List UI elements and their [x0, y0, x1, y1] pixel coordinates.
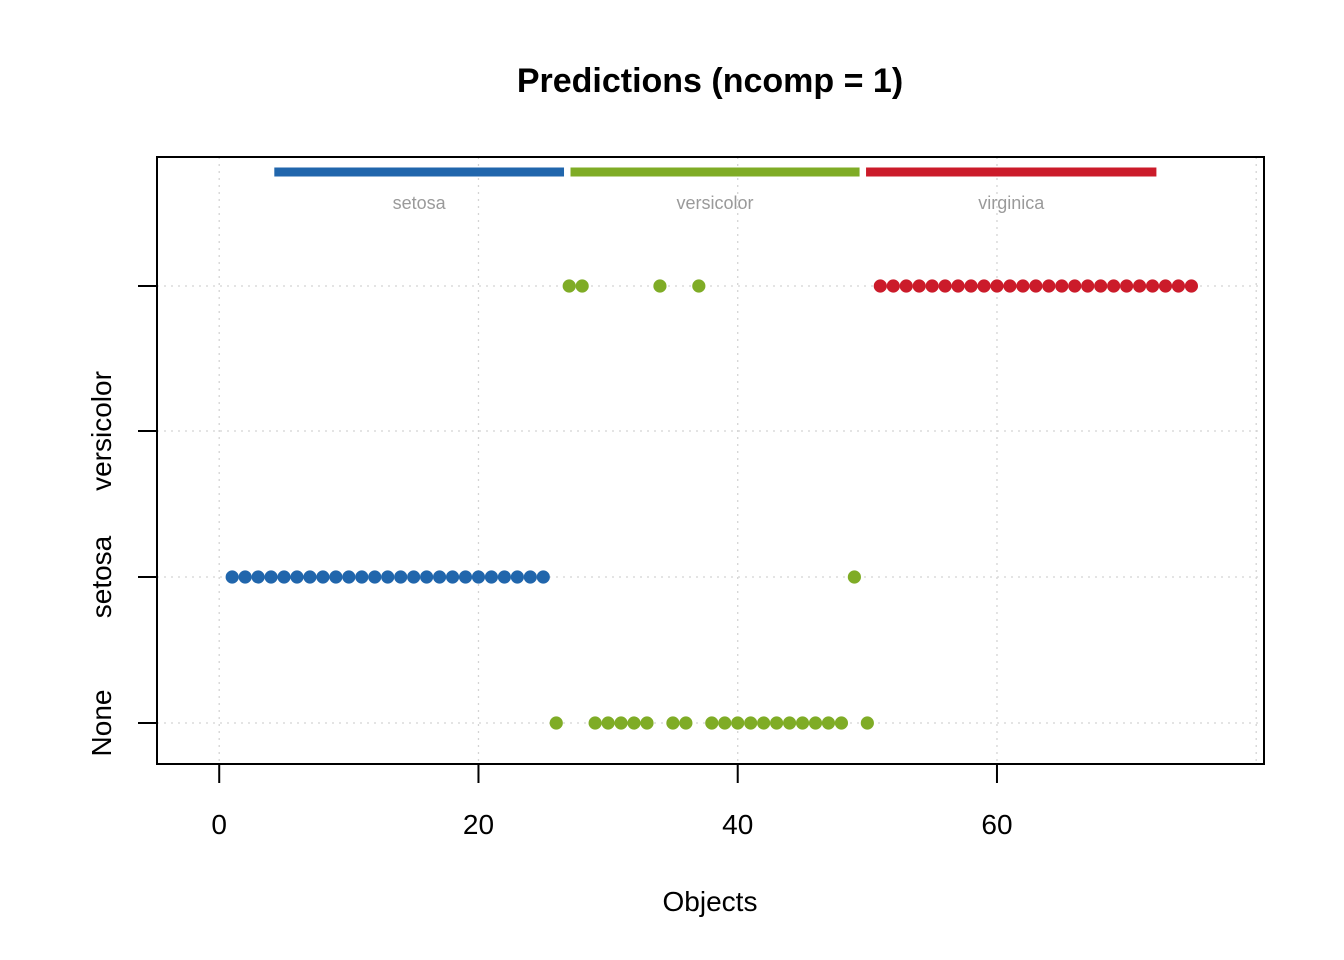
point-virginica	[938, 279, 952, 293]
point-versicolor	[575, 279, 589, 293]
point-virginica	[1042, 279, 1056, 293]
point-virginica	[1171, 279, 1186, 293]
point-setosa	[432, 570, 447, 584]
y-axis: None setosa versicolor	[86, 285, 158, 757]
point-setosa	[536, 570, 550, 584]
point-versicolor	[821, 716, 836, 730]
group-bars: setosa versicolor virginica	[274, 167, 1157, 213]
point-virginica	[912, 279, 926, 293]
point-virginica	[951, 279, 965, 293]
point-versicolor	[782, 716, 797, 730]
point-versicolor	[562, 279, 576, 293]
point-virginica	[990, 279, 1004, 293]
point-virginica	[1029, 279, 1043, 293]
point-virginica	[1055, 279, 1069, 293]
point-virginica	[1107, 279, 1121, 293]
group-label-setosa: setosa	[393, 193, 447, 213]
point-versicolor	[627, 716, 641, 730]
x-axis-label: Objects	[663, 886, 758, 917]
point-virginica	[873, 279, 887, 293]
point-setosa	[458, 570, 473, 584]
point-versicolor	[770, 716, 784, 730]
point-setosa	[394, 570, 408, 584]
point-setosa	[484, 570, 499, 584]
point-versicolor	[588, 716, 602, 730]
point-setosa	[264, 570, 278, 584]
grid-lines	[157, 157, 1264, 764]
point-virginica	[1003, 279, 1017, 293]
point-setosa	[316, 570, 330, 584]
point-versicolor	[692, 279, 706, 293]
point-setosa	[238, 570, 252, 584]
point-virginica	[1158, 279, 1173, 293]
point-versicolor	[614, 716, 628, 730]
point-versicolor	[808, 716, 823, 730]
plot-frame	[156, 156, 1265, 765]
point-virginica	[1119, 279, 1134, 293]
point-virginica	[1094, 279, 1108, 293]
point-setosa	[510, 570, 524, 584]
point-virginica	[1132, 279, 1147, 293]
point-versicolor	[860, 716, 874, 730]
point-virginica	[977, 279, 991, 293]
point-virginica	[1068, 279, 1082, 293]
point-versicolor	[795, 716, 810, 730]
point-virginica	[1145, 279, 1160, 293]
point-setosa	[329, 570, 343, 584]
x-tick-label: 40	[722, 809, 753, 840]
x-tick-label: 60	[981, 809, 1012, 840]
data-points	[225, 279, 1199, 730]
point-versicolor	[757, 716, 771, 730]
point-virginica	[1184, 279, 1199, 293]
y-tick-label: versicolor	[86, 371, 117, 491]
point-virginica	[925, 279, 939, 293]
point-setosa	[251, 570, 265, 584]
point-setosa	[368, 570, 382, 584]
x-tick-label: 20	[463, 809, 494, 840]
point-setosa	[497, 570, 511, 584]
point-virginica	[964, 279, 978, 293]
point-setosa	[523, 570, 537, 584]
point-versicolor	[601, 716, 615, 730]
point-setosa	[225, 570, 239, 584]
point-setosa	[407, 570, 421, 584]
y-tick-label: setosa	[86, 535, 117, 618]
y-tick-label: None	[86, 690, 117, 757]
point-versicolor	[718, 716, 732, 730]
point-versicolor	[653, 279, 667, 293]
point-virginica	[899, 279, 913, 293]
point-virginica	[886, 279, 900, 293]
point-versicolor	[834, 716, 849, 730]
point-setosa	[420, 570, 434, 584]
x-tick-label: 0	[211, 809, 227, 840]
point-versicolor	[666, 716, 680, 730]
point-setosa	[381, 570, 395, 584]
chart-title: Predictions (ncomp = 1)	[517, 62, 903, 100]
point-setosa	[471, 570, 486, 584]
point-virginica	[1081, 279, 1095, 293]
point-versicolor	[731, 716, 745, 730]
point-versicolor	[549, 716, 563, 730]
point-versicolor	[744, 716, 758, 730]
point-setosa	[342, 570, 356, 584]
x-axis: 0 20 40 60	[211, 763, 1257, 840]
point-setosa	[445, 570, 460, 584]
point-setosa	[290, 570, 304, 584]
point-versicolor	[705, 716, 719, 730]
group-label-versicolor: versicolor	[677, 193, 754, 213]
point-setosa	[277, 570, 291, 584]
point-setosa	[355, 570, 369, 584]
point-setosa	[303, 570, 317, 584]
point-versicolor	[640, 716, 654, 730]
point-virginica	[1016, 279, 1030, 293]
point-versicolor	[847, 570, 861, 584]
group-label-virginica: virginica	[978, 193, 1045, 213]
point-versicolor	[679, 716, 693, 730]
